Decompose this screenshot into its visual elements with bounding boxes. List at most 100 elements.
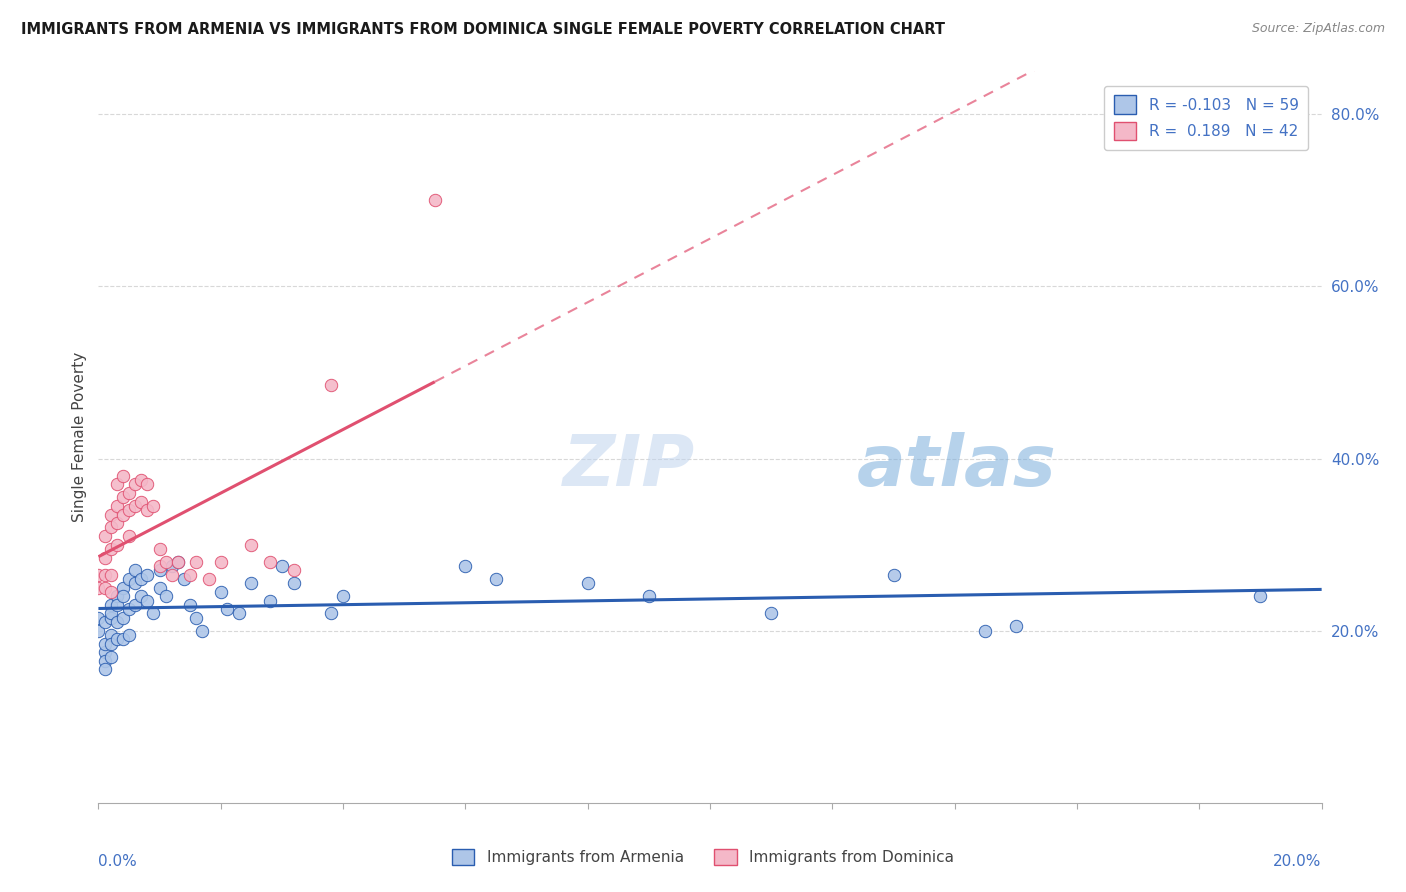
Point <box>129 473 152 487</box>
Point <box>105 632 128 647</box>
Point <box>197 572 219 586</box>
Point <box>129 589 152 603</box>
Point <box>136 503 159 517</box>
Point <box>105 477 128 491</box>
Point <box>209 555 232 569</box>
Point <box>124 564 146 578</box>
Point <box>136 477 159 491</box>
Point <box>118 486 141 500</box>
Point <box>179 567 201 582</box>
Point <box>100 520 122 534</box>
Point <box>93 567 115 582</box>
Point <box>105 615 128 629</box>
Point <box>186 555 208 569</box>
Point <box>100 567 122 582</box>
Point <box>100 541 122 556</box>
Point <box>111 581 134 595</box>
Legend: Immigrants from Armenia, Immigrants from Dominica: Immigrants from Armenia, Immigrants from… <box>446 843 960 871</box>
Point <box>637 589 661 603</box>
Point <box>111 632 134 647</box>
Point <box>124 598 146 612</box>
Point <box>93 615 115 629</box>
Point <box>93 662 115 676</box>
Point <box>759 607 782 621</box>
Text: atlas: atlas <box>856 432 1056 500</box>
Point <box>129 572 152 586</box>
Text: Source: ZipAtlas.com: Source: ZipAtlas.com <box>1251 22 1385 36</box>
Point <box>87 611 110 625</box>
Point <box>118 503 141 517</box>
Point <box>100 637 122 651</box>
Point <box>129 494 152 508</box>
Point <box>974 624 997 638</box>
Point <box>883 567 905 582</box>
Point <box>167 555 190 569</box>
Point <box>118 572 141 586</box>
Point <box>100 607 122 621</box>
Point <box>93 637 115 651</box>
Point <box>111 611 134 625</box>
Point <box>191 624 214 638</box>
Point <box>87 624 110 638</box>
Point <box>454 559 477 574</box>
Legend: R = -0.103   N = 59, R =  0.189   N = 42: R = -0.103 N = 59, R = 0.189 N = 42 <box>1104 87 1308 150</box>
Point <box>87 567 110 582</box>
Point <box>155 555 177 569</box>
Point <box>240 576 263 591</box>
Point <box>1249 589 1271 603</box>
Point <box>118 628 141 642</box>
Point <box>270 559 292 574</box>
Point <box>118 529 141 543</box>
Point <box>149 541 172 556</box>
Point <box>136 593 159 607</box>
Point <box>1004 619 1026 633</box>
Point <box>173 572 195 586</box>
Point <box>136 567 159 582</box>
Point <box>93 654 115 668</box>
Point <box>100 649 122 664</box>
Text: ZIP: ZIP <box>564 432 696 500</box>
Point <box>283 564 305 578</box>
Point <box>93 550 115 565</box>
Point <box>105 589 128 603</box>
Point <box>215 602 238 616</box>
Point <box>149 581 172 595</box>
Point <box>111 468 134 483</box>
Point <box>105 516 128 530</box>
Point <box>100 508 122 522</box>
Point <box>228 607 250 621</box>
Point <box>576 576 599 591</box>
Point <box>124 499 146 513</box>
Point <box>93 529 115 543</box>
Point <box>105 598 128 612</box>
Point <box>179 598 201 612</box>
Point <box>167 555 190 569</box>
Point <box>259 593 281 607</box>
Point <box>155 589 177 603</box>
Point <box>332 589 354 603</box>
Point <box>118 602 141 616</box>
Point <box>142 607 165 621</box>
Point <box>186 611 208 625</box>
Point <box>124 576 146 591</box>
Text: 0.0%: 0.0% <box>98 854 138 869</box>
Point <box>105 538 128 552</box>
Point <box>100 628 122 642</box>
Point <box>111 508 134 522</box>
Point <box>209 585 232 599</box>
Point <box>100 585 122 599</box>
Point <box>485 572 508 586</box>
Point <box>423 194 446 208</box>
Point <box>100 611 122 625</box>
Point <box>111 491 134 505</box>
Point <box>319 378 342 392</box>
Point <box>124 477 146 491</box>
Point <box>160 559 183 574</box>
Text: IMMIGRANTS FROM ARMENIA VS IMMIGRANTS FROM DOMINICA SINGLE FEMALE POVERTY CORREL: IMMIGRANTS FROM ARMENIA VS IMMIGRANTS FR… <box>21 22 945 37</box>
Point <box>160 567 183 582</box>
Point <box>240 538 263 552</box>
Point <box>93 645 115 659</box>
Point <box>105 499 128 513</box>
Point <box>87 581 110 595</box>
Point <box>149 559 172 574</box>
